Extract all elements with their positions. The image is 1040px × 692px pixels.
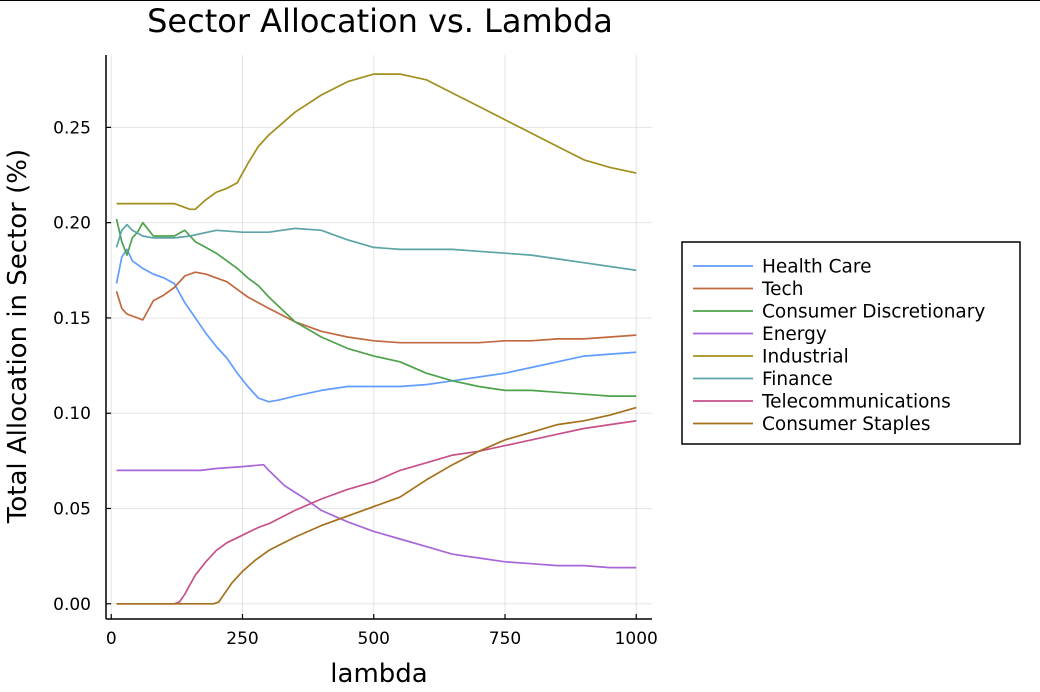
x-tick-label: 750 [489,629,521,649]
series-line-health-care [115,248,637,403]
series-line-energy [116,463,637,569]
y-tick-label: 0.00 [53,595,91,615]
x-tick-label: 0 [106,629,117,649]
legend-label-industrial: Industrial [762,347,849,368]
y-tick-label: 0.10 [53,404,91,424]
y-tick-label: 0.05 [53,499,91,519]
x-tick-label: 500 [358,629,390,649]
legend-label-health-care: Health Care [762,257,871,278]
grid [106,55,652,619]
axes [105,55,652,620]
series-line-finance [115,223,637,272]
top-border-line [0,0,1040,1]
chart-title: Sector Allocation vs. Lambda [147,2,613,40]
y-tick-label: 0.15 [53,309,91,329]
x-tick-label: 250 [226,629,258,649]
legend-label-finance: Finance [762,369,833,390]
series-line-consumer-staples [116,406,637,605]
legend-label-tech: Tech [761,279,803,300]
series-line-industrial [116,73,637,211]
series-line-telecommunications [116,419,637,605]
series-line-consumer-discretionary [115,218,637,397]
series-lines [115,73,637,605]
legend-label-consumer-staples: Consumer Staples [762,414,930,435]
legend-box [681,241,1021,445]
x-tick-label: 1000 [615,629,658,649]
y-tick-label: 0.20 [53,214,91,234]
legend-label-telecommunications: Telecommunications [761,392,951,413]
legend-label-energy: Energy [762,324,827,345]
series-line-tech [115,271,637,344]
x-axis-label: lambda [330,659,427,689]
y-axis-label: Total Allocation in Sector (%) [3,149,33,524]
y-tick-label: 0.25 [53,118,91,138]
ticks: 0 250 500 750 1000 0.00 0.05 0.10 0.15 0.20 0.25 [53,118,658,649]
legend-label-consumer-discretionary: Consumer Discretionary [762,302,985,323]
